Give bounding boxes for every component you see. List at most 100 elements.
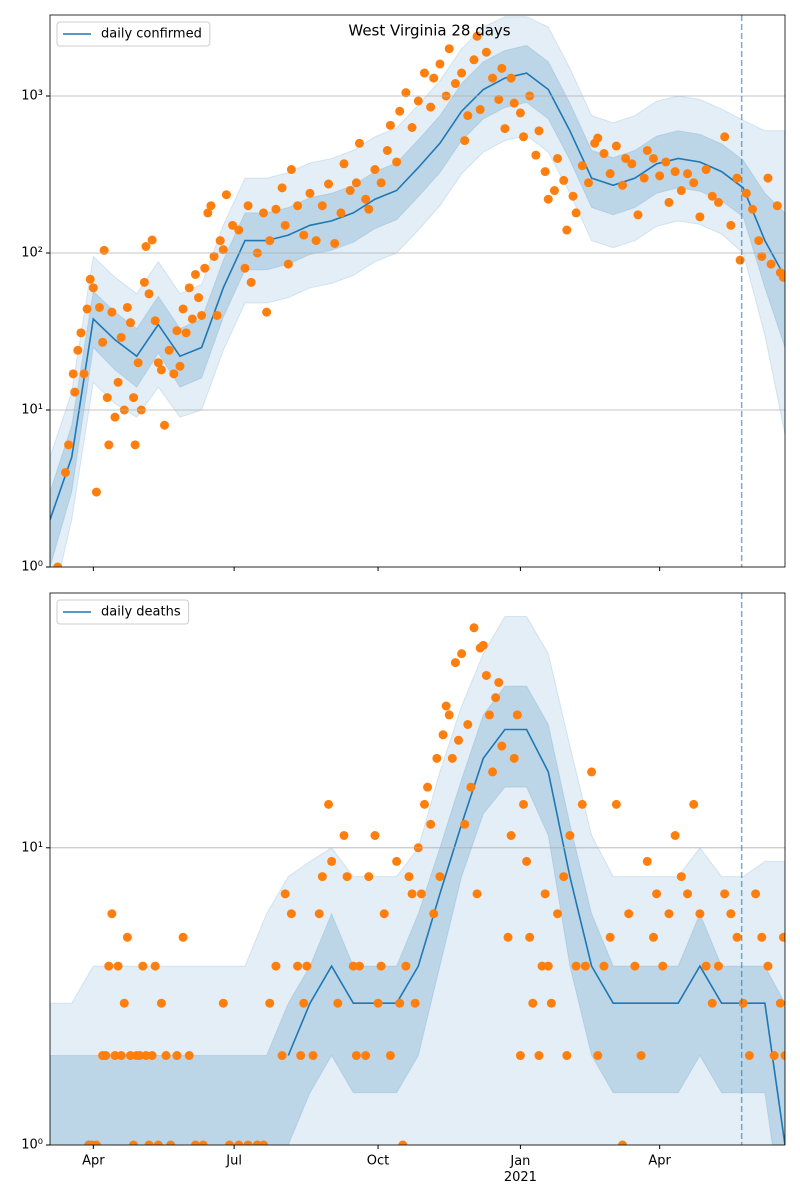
data-point xyxy=(153,1140,163,1145)
series-line xyxy=(287,728,785,1145)
data-point xyxy=(361,194,371,204)
data-point xyxy=(611,799,621,809)
data-point xyxy=(583,178,593,188)
data-point xyxy=(624,909,634,919)
data-point xyxy=(190,1140,200,1145)
data-point xyxy=(593,133,603,143)
data-point xyxy=(707,191,717,201)
data-point xyxy=(324,799,334,809)
data-point xyxy=(627,159,637,169)
data-point xyxy=(98,337,108,347)
data-point xyxy=(423,782,433,792)
data-point xyxy=(122,302,132,312)
data-point xyxy=(450,79,460,89)
data-point xyxy=(701,961,711,971)
data-point xyxy=(122,932,132,942)
data-point xyxy=(327,856,337,866)
data-point xyxy=(534,126,544,136)
data-point xyxy=(305,188,315,198)
plot-area xyxy=(50,616,785,1145)
data-point xyxy=(138,961,148,971)
data-point xyxy=(497,741,507,751)
data-point xyxy=(113,377,123,387)
data-point xyxy=(778,272,785,282)
data-point xyxy=(153,358,163,368)
data-point xyxy=(200,263,210,273)
data-point xyxy=(559,872,569,882)
data-point xyxy=(444,710,454,720)
data-point xyxy=(413,96,423,106)
x-tick-label: Apr xyxy=(648,1154,671,1169)
data-point xyxy=(333,998,343,1008)
data-point xyxy=(618,180,628,190)
data-point xyxy=(164,345,174,355)
data-point xyxy=(754,236,764,246)
data-point xyxy=(460,819,470,829)
data-point xyxy=(129,393,139,403)
chart-title: West Virginia 28 days xyxy=(348,22,510,40)
data-point xyxy=(364,872,374,882)
data-point xyxy=(364,204,374,214)
data-point xyxy=(190,269,200,279)
data-point xyxy=(404,872,414,882)
data-point xyxy=(336,208,346,218)
data-point xyxy=(197,310,207,320)
data-point xyxy=(454,735,464,745)
data-point xyxy=(661,157,671,167)
data-point xyxy=(407,889,417,899)
data-point xyxy=(562,225,572,235)
data-point xyxy=(621,153,631,163)
data-point xyxy=(339,830,349,840)
data-point xyxy=(370,830,380,840)
data-point xyxy=(491,693,501,703)
y-tick-label: 10¹ xyxy=(21,840,43,855)
data-point xyxy=(130,440,140,450)
data-point xyxy=(286,165,296,175)
data-point xyxy=(401,961,411,971)
data-point xyxy=(726,909,736,919)
data-point xyxy=(506,830,516,840)
data-point xyxy=(599,961,609,971)
data-point xyxy=(475,105,485,115)
data-point xyxy=(113,961,123,971)
data-point xyxy=(587,767,597,777)
data-point xyxy=(133,358,143,368)
data-point xyxy=(141,241,151,251)
data-point xyxy=(435,872,445,882)
data-point xyxy=(99,245,109,255)
data-point xyxy=(296,1051,306,1061)
data-point xyxy=(636,1051,646,1061)
data-point xyxy=(246,277,256,287)
data-point xyxy=(354,961,364,971)
data-point xyxy=(611,141,621,151)
data-point xyxy=(540,167,550,177)
data-point xyxy=(481,47,491,57)
data-point xyxy=(509,753,519,763)
data-point xyxy=(553,153,563,163)
data-point xyxy=(432,753,442,763)
axes-frame xyxy=(49,14,786,568)
data-point xyxy=(376,961,386,971)
y-tick-label: 10³ xyxy=(21,88,43,103)
data-point xyxy=(218,998,228,1008)
legend-box xyxy=(56,21,211,47)
data-point xyxy=(642,145,652,155)
data-point xyxy=(234,1140,244,1145)
data-point xyxy=(426,102,436,112)
data-point xyxy=(429,909,439,919)
data-point xyxy=(85,274,95,284)
data-point xyxy=(311,236,321,246)
data-point xyxy=(407,122,417,132)
x-tick-label: Jul xyxy=(225,1154,242,1169)
data-point xyxy=(652,889,662,899)
data-point xyxy=(125,1051,135,1061)
uncertainty-band xyxy=(50,685,785,1145)
data-point xyxy=(150,316,160,326)
data-point xyxy=(116,332,126,342)
data-point xyxy=(744,1051,754,1061)
data-point xyxy=(385,1051,395,1061)
data-point xyxy=(68,369,78,379)
data-point xyxy=(546,998,556,1008)
data-point xyxy=(565,830,575,840)
data-point xyxy=(392,157,402,167)
